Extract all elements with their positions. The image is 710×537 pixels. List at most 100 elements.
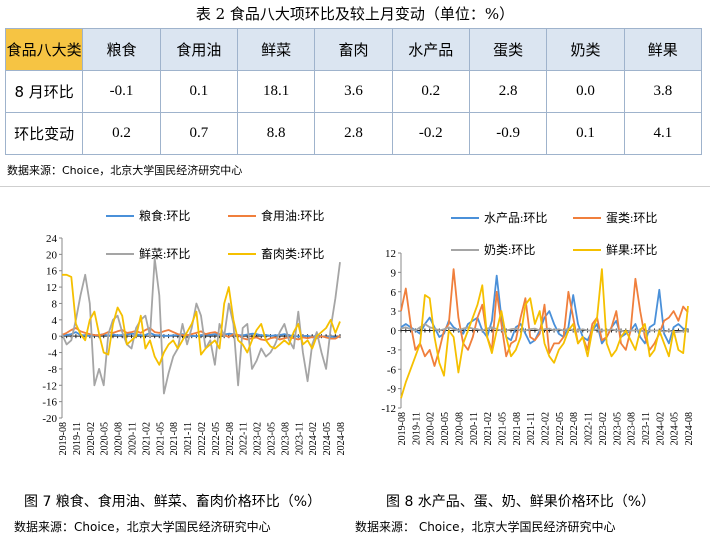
y-tick-label: 0 [52, 331, 58, 343]
chart-source-left: 数据来源：Choice，北京大学国民经济研究中心 [14, 520, 271, 534]
table-cell: 4.1 [623, 112, 703, 155]
x-tick-label: 2019-08 [397, 412, 408, 445]
series-line [61, 257, 341, 395]
x-tick-label: 2020-11 [128, 422, 139, 455]
chart-source-right: 数据来源： Choice，北京大学国民经济研究中心 [355, 520, 616, 534]
x-tick-label: 2021-05 [155, 422, 166, 455]
x-tick-label: 2023-08 [280, 422, 291, 455]
table-cell: 0.1 [159, 70, 238, 113]
chart-caption-left: 图 7 粮食、食用油、鲜菜、畜肉价格环比（%） [24, 494, 322, 510]
y-tick-label: -20 [42, 413, 57, 425]
table-cell: -0.2 [391, 112, 470, 155]
header-cell: 鲜菜 [236, 28, 316, 71]
x-tick-label: 2021-08 [169, 422, 180, 455]
x-tick-label: 2020-02 [86, 422, 97, 455]
x-tick-label: 2023-05 [267, 422, 278, 455]
y-tick-label: -4 [48, 348, 58, 360]
table-cell: 0.1 [546, 112, 625, 155]
series-line [400, 268, 689, 367]
table-cell: 2.8 [468, 70, 548, 113]
x-tick-label: 2022-08 [569, 412, 580, 445]
x-tick-label: 2020-11 [469, 412, 480, 445]
table-row: 环比变动 0.2 0.7 8.8 2.8 -0.2 -0.9 0.1 4.1 [4, 112, 703, 155]
x-tick-label: 2024-08 [684, 412, 695, 445]
y-tick-label: -16 [42, 397, 57, 409]
divider [0, 186, 710, 187]
x-tick-label: 2024-08 [336, 422, 347, 455]
x-tick-label: 2024-05 [322, 422, 333, 455]
y-tick-label: -3 [387, 345, 397, 357]
chart-caption-right: 图 8 水产品、蛋、奶、鲜果价格环比（%） [386, 494, 656, 510]
y-tick-label: 9 [391, 267, 397, 279]
table-cell: 18.1 [236, 70, 316, 113]
x-tick-label: 2019-11 [411, 412, 422, 445]
legend-label: 畜肉类:环比 [261, 246, 324, 261]
x-tick-label: 2023-08 [627, 412, 638, 445]
header-cell: 鲜果 [623, 28, 703, 71]
series-line [62, 273, 341, 366]
table-cell: 0.0 [546, 70, 625, 113]
y-tick-label: -8 [48, 364, 58, 376]
x-tick-label: 2024-05 [670, 412, 681, 445]
x-tick-label: 2023-11 [641, 412, 652, 445]
x-tick-label: 2023-11 [294, 422, 305, 455]
y-tick-label: 8 [52, 298, 58, 310]
y-tick-label: -12 [42, 380, 57, 392]
legend-label: 鲜菜:环比 [139, 247, 190, 261]
table-cell: 0.7 [159, 112, 238, 155]
y-tick-label: 20 [46, 249, 58, 261]
series-line [400, 268, 689, 399]
header-cell: 食用油 [159, 28, 238, 71]
x-tick-label: 2024-02 [655, 412, 666, 445]
table-cell: 2.8 [314, 112, 393, 155]
y-tick-label: 3 [391, 306, 397, 318]
header-cell: 奶类 [546, 28, 625, 71]
y-tick-label: 4 [52, 315, 58, 327]
row-label: 8 月环比 [4, 70, 84, 113]
series-line [61, 327, 341, 342]
y-tick-label: 12 [46, 282, 57, 294]
x-tick-label: 2020-05 [440, 412, 451, 445]
header-cell: 畜肉 [314, 28, 393, 71]
food-table: 食品八大类 粮食 食用油 鲜菜 畜肉 水产品 蛋类 奶类 鲜果 8 月环比 -0… [4, 28, 703, 155]
x-tick-label: 2021-08 [512, 412, 523, 445]
x-tick-label: 2020-08 [114, 422, 125, 455]
x-tick-label: 2022-11 [584, 412, 595, 445]
x-tick-label: 2022-02 [541, 412, 552, 445]
x-tick-label: 2022-05 [211, 422, 222, 455]
x-tick-label: 2020-05 [100, 422, 111, 455]
table-cell: 3.6 [314, 70, 393, 113]
y-tick-label: -6 [387, 364, 397, 376]
y-tick-label: -12 [381, 403, 396, 415]
table-title: 表 2 食品八大项环比及较上月变动（单位：%） [195, 5, 515, 23]
x-tick-label: 2021-05 [497, 412, 508, 445]
table-source: 数据来源：Choice，北京大学国民经济研究中心 [7, 164, 243, 177]
x-tick-label: 2023-02 [253, 422, 264, 455]
row-label: 环比变动 [4, 112, 84, 155]
table-cell: 0.2 [82, 112, 161, 155]
header-cell: 水产品 [391, 28, 470, 71]
y-tick-label: -9 [387, 384, 397, 396]
x-tick-label: 2022-05 [555, 412, 566, 445]
x-tick-label: 2020-02 [426, 412, 437, 445]
x-tick-label: 2021-02 [141, 422, 152, 455]
table-header-row: 食品八大类 粮食 食用油 鲜菜 畜肉 水产品 蛋类 奶类 鲜果 [4, 28, 703, 71]
header-cell: 粮食 [82, 28, 161, 71]
y-tick-label: 0 [391, 326, 397, 338]
x-tick-label: 2022-02 [197, 422, 208, 455]
x-tick-label: 2021-11 [183, 422, 194, 455]
legend-label: 奶类:环比 [484, 243, 535, 257]
x-tick-label: 2019-11 [72, 422, 83, 455]
y-tick-label: 24 [46, 233, 58, 245]
x-tick-label: 2021-02 [483, 412, 494, 445]
x-tick-label: 2023-02 [598, 412, 609, 445]
x-tick-label: 2024-02 [308, 422, 319, 455]
table-cell: -0.1 [82, 70, 161, 113]
table-cell: 0.2 [391, 70, 470, 113]
y-tick-label: 16 [46, 266, 58, 278]
y-tick-label: 12 [385, 248, 396, 260]
legend-label: 粮食:环比 [139, 208, 190, 223]
table-cell: -0.9 [468, 112, 548, 155]
